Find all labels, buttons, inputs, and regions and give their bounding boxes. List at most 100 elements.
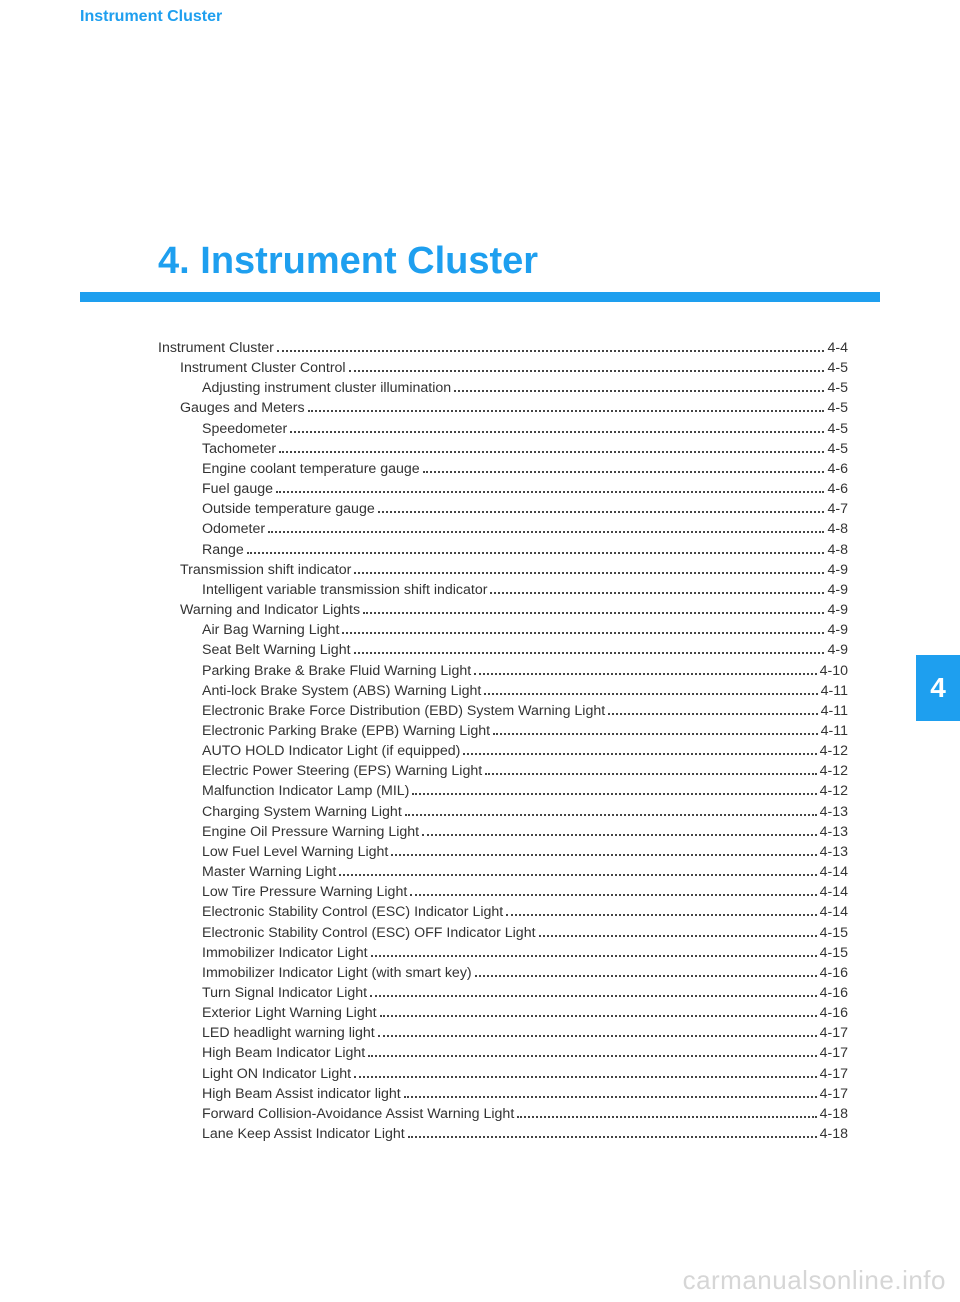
toc-entry-page: 4-13 — [820, 802, 848, 822]
toc-entry-page: 4-18 — [820, 1104, 848, 1124]
toc-entry-title: Electronic Stability Control (ESC) OFF I… — [202, 923, 536, 943]
toc-entry-title: Electronic Brake Force Distribution (EBD… — [202, 701, 605, 721]
toc-leader-dots — [342, 632, 824, 634]
toc-entry-title: LED headlight warning light — [202, 1023, 375, 1043]
toc-leader-dots — [463, 753, 816, 755]
toc-leader-dots — [308, 410, 825, 412]
toc-entry-title: Immobilizer Indicator Light (with smart … — [202, 963, 472, 983]
toc-entry-title: Malfunction Indicator Lamp (MIL) — [202, 781, 409, 801]
toc-entry-title: Electronic Stability Control (ESC) Indic… — [202, 902, 503, 922]
toc-entry-page: 4-12 — [820, 761, 848, 781]
toc-entry-page: 4-14 — [820, 882, 848, 902]
chapter-name: Instrument Cluster — [200, 240, 538, 282]
toc-entry-title: Tachometer — [202, 439, 276, 459]
toc-entry-page: 4-17 — [820, 1043, 848, 1063]
toc-entry-page: 4-14 — [820, 902, 848, 922]
chapter-side-tab: 4 — [916, 655, 960, 721]
toc-row: AUTO HOLD Indicator Light (if equipped)4… — [158, 741, 848, 761]
toc-leader-dots — [539, 935, 817, 937]
toc-entry-title: High Beam Indicator Light — [202, 1043, 365, 1063]
toc-entry-title: Transmission shift indicator — [180, 560, 351, 580]
toc-row: Instrument Cluster Control 4-5 — [158, 358, 848, 378]
toc-entry-title: High Beam Assist indicator light — [202, 1084, 401, 1104]
toc-entry-title: Intelligent variable transmission shift … — [202, 580, 487, 600]
toc-row: Gauges and Meters4-5 — [158, 398, 848, 418]
toc-row: Tachometer4-5 — [158, 439, 848, 459]
toc-row: Anti-lock Brake System (ABS) Warning Lig… — [158, 681, 848, 701]
toc-row: Parking Brake & Brake Fluid Warning Ligh… — [158, 661, 848, 681]
watermark-text: carmanualsonline.info — [683, 1265, 946, 1296]
toc-leader-dots — [276, 491, 824, 493]
toc-row: Electronic Stability Control (ESC) Indic… — [158, 902, 848, 922]
toc-entry-title: Odometer — [202, 519, 265, 539]
toc-entry-title: Immobilizer Indicator Light — [202, 943, 368, 963]
toc-entry-page: 4-7 — [827, 499, 848, 519]
toc-entry-page: 4-12 — [820, 741, 848, 761]
toc-leader-dots — [490, 592, 824, 594]
toc-row: Immobilizer Indicator Light (with smart … — [158, 963, 848, 983]
toc-entry-page: 4-14 — [820, 862, 848, 882]
toc-entry-page: 4-5 — [827, 378, 848, 398]
toc-leader-dots — [423, 471, 825, 473]
toc-entry-title: Range — [202, 540, 244, 560]
toc-row: Lane Keep Assist Indicator Light4-18 — [158, 1124, 848, 1144]
toc-entry-page: 4-18 — [820, 1124, 848, 1144]
toc-row: Warning and Indicator Lights4-9 — [158, 600, 848, 620]
chapter-title: 4. Instrument Cluster — [158, 240, 538, 283]
toc-entry-title: Seat Belt Warning Light — [202, 640, 351, 660]
toc-row: Outside temperature gauge4-7 — [158, 499, 848, 519]
toc-entry-title: Instrument Cluster Control — [180, 358, 346, 378]
toc-row: LED headlight warning light 4-17 — [158, 1023, 848, 1043]
toc-entry-page: 4-16 — [820, 963, 848, 983]
toc-entry-page: 4-9 — [827, 580, 848, 600]
toc-leader-dots — [247, 552, 825, 554]
toc-entry-title: Instrument Cluster — [158, 338, 274, 358]
toc-entry-page: 4-15 — [820, 943, 848, 963]
toc-entry-page: 4-6 — [827, 459, 848, 479]
toc-leader-dots — [368, 1055, 816, 1057]
toc-leader-dots — [485, 773, 816, 775]
toc-entry-title: Gauges and Meters — [180, 398, 305, 418]
toc-leader-dots — [391, 854, 816, 856]
toc-entry-title: Turn Signal Indicator Light — [202, 983, 367, 1003]
toc-leader-dots — [506, 914, 816, 916]
toc-entry-title: Electric Power Steering (EPS) Warning Li… — [202, 761, 482, 781]
toc-entry-title: Air Bag Warning Light — [202, 620, 339, 640]
toc-row: Low Fuel Level Warning Light4-13 — [158, 842, 848, 862]
toc-entry-page: 4-9 — [827, 620, 848, 640]
toc-entry-page: 4-17 — [820, 1084, 848, 1104]
toc-row: Intelligent variable transmission shift … — [158, 580, 848, 600]
chapter-number: 4. — [158, 240, 190, 282]
toc-leader-dots — [422, 834, 816, 836]
toc-entry-title: Speedometer — [202, 419, 287, 439]
toc-entry-title: Engine Oil Pressure Warning Light — [202, 822, 419, 842]
toc-entry-page: 4-4 — [827, 338, 848, 358]
toc-row: High Beam Indicator Light 4-17 — [158, 1043, 848, 1063]
toc-leader-dots — [493, 733, 818, 735]
toc-row: Adjusting instrument cluster illuminatio… — [158, 378, 848, 398]
toc-leader-dots — [354, 652, 825, 654]
toc-entry-page: 4-9 — [827, 560, 848, 580]
toc-entry-title: Engine coolant temperature gauge — [202, 459, 420, 479]
toc-row: Electronic Brake Force Distribution (EBD… — [158, 701, 848, 721]
toc-row: Speedometer4-5 — [158, 419, 848, 439]
toc-row: High Beam Assist indicator light 4-17 — [158, 1084, 848, 1104]
toc-entry-title: Fuel gauge — [202, 479, 273, 499]
toc-row: Charging System Warning Light4-13 — [158, 802, 848, 822]
toc-entry-page: 4-8 — [827, 540, 848, 560]
toc-entry-page: 4-5 — [827, 358, 848, 378]
toc-leader-dots — [410, 894, 816, 896]
toc-leader-dots — [517, 1116, 816, 1118]
toc-leader-dots — [404, 1096, 817, 1098]
toc-leader-dots — [405, 814, 817, 816]
toc-entry-page: 4-17 — [820, 1064, 848, 1084]
toc-entry-page: 4-9 — [827, 600, 848, 620]
toc-row: Air Bag Warning Light 4-9 — [158, 620, 848, 640]
running-header: Instrument Cluster — [80, 8, 222, 26]
toc-entry-page: 4-17 — [820, 1023, 848, 1043]
toc-entry-page: 4-6 — [827, 479, 848, 499]
toc-leader-dots — [380, 1015, 817, 1017]
toc-entry-page: 4-11 — [821, 701, 848, 721]
toc-leader-dots — [412, 793, 816, 795]
toc-row: Range 4-8 — [158, 540, 848, 560]
